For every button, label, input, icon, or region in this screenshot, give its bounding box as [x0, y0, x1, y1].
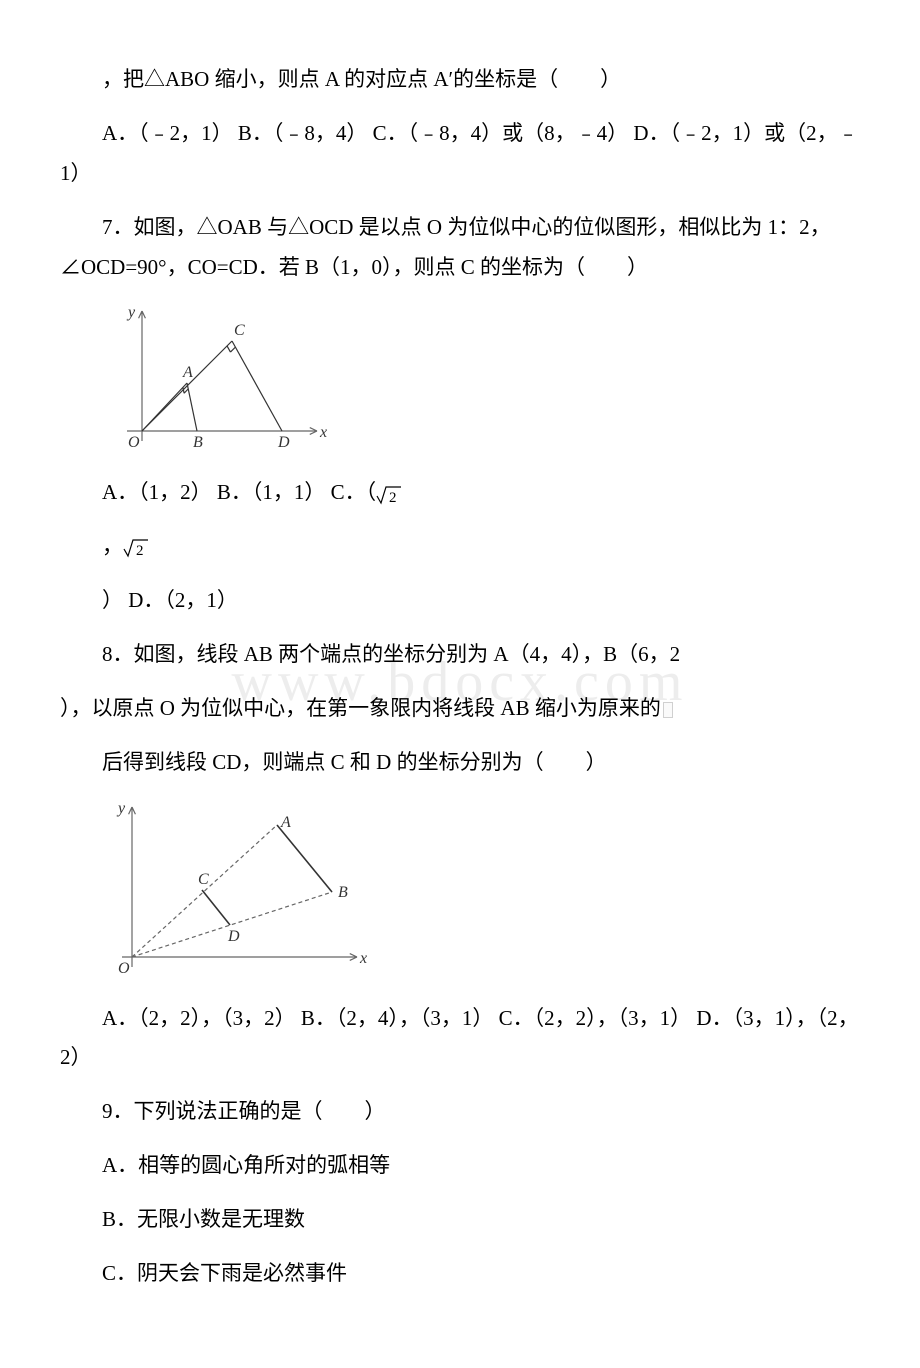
q9-opt-c: C．阴天会下雨是必然事件: [60, 1254, 860, 1294]
svg-text:O: O: [118, 960, 130, 977]
svg-text:A: A: [182, 364, 193, 381]
svg-text:B: B: [193, 434, 203, 451]
svg-text:2: 2: [389, 490, 397, 505]
q6-options: A．（﹣2，1） B．（﹣8，4） C．（﹣8，4）或（8，﹣4） D．（﹣2，…: [60, 114, 860, 194]
q8-stem-a: 8．如图，线段 AB 两个端点的坐标分别为 A（4，4），B（6，2: [60, 635, 860, 675]
q8-options: A．（2，2），（3，2） B．（2，4），（3，1） C．（2，2），（3，1…: [60, 999, 860, 1079]
svg-text:x: x: [319, 424, 327, 441]
q8-stem-b-text: ），以原点 O 为位似中心，在第一象限内将线段 AB 缩小为原来的: [60, 696, 661, 720]
q7-options-line3: ） D．（2，1）: [60, 581, 860, 621]
q7-stem: 7．如图，△OAB 与△OCD 是以点 O 为位似中心的位似图形，相似比为 1：…: [60, 208, 860, 288]
svg-text:B: B: [338, 884, 348, 901]
q7-options-line1: A．（1，2） B．（1，1） C．（ 2: [60, 473, 860, 513]
q8-stem-b: ），以原点 O 为位似中心，在第一象限内将线段 AB 缩小为原来的: [60, 689, 860, 729]
q7-opt-frag1: A．（1，2） B．（1，1） C．（: [102, 480, 376, 504]
svg-text:y: y: [116, 800, 126, 817]
svg-text:y: y: [126, 304, 136, 321]
q7-opt-frag2: ，: [102, 534, 123, 558]
q6-tail: ，把△ABO 缩小，则点 A 的对应点 A′的坐标是（ ）: [60, 60, 860, 100]
svg-text:D: D: [227, 928, 240, 945]
q7-diagram: Ox y A B C D: [102, 301, 860, 465]
svg-text:O: O: [128, 434, 140, 451]
q7-options-line2: ，2: [60, 527, 860, 567]
q9-opt-b: B．无限小数是无理数: [60, 1200, 860, 1240]
svg-text:D: D: [277, 434, 290, 451]
fraction-placeholder-icon: [663, 702, 673, 718]
q8-diagram: Ox y A B C D: [102, 797, 860, 991]
svg-text:2: 2: [136, 543, 144, 558]
q9-opt-a: A．相等的圆心角所对的弧相等: [60, 1146, 860, 1186]
svg-text:C: C: [198, 871, 209, 888]
sqrt2-1: 2: [376, 485, 402, 505]
svg-text:C: C: [234, 322, 245, 339]
svg-text:A: A: [280, 814, 291, 831]
svg-text:x: x: [359, 950, 367, 967]
q8-stem-c: 后得到线段 CD，则端点 C 和 D 的坐标分别为（ ）: [60, 743, 860, 783]
q9-stem: 9．下列说法正确的是（ ）: [60, 1092, 860, 1132]
sqrt2-2: 2: [123, 538, 149, 558]
